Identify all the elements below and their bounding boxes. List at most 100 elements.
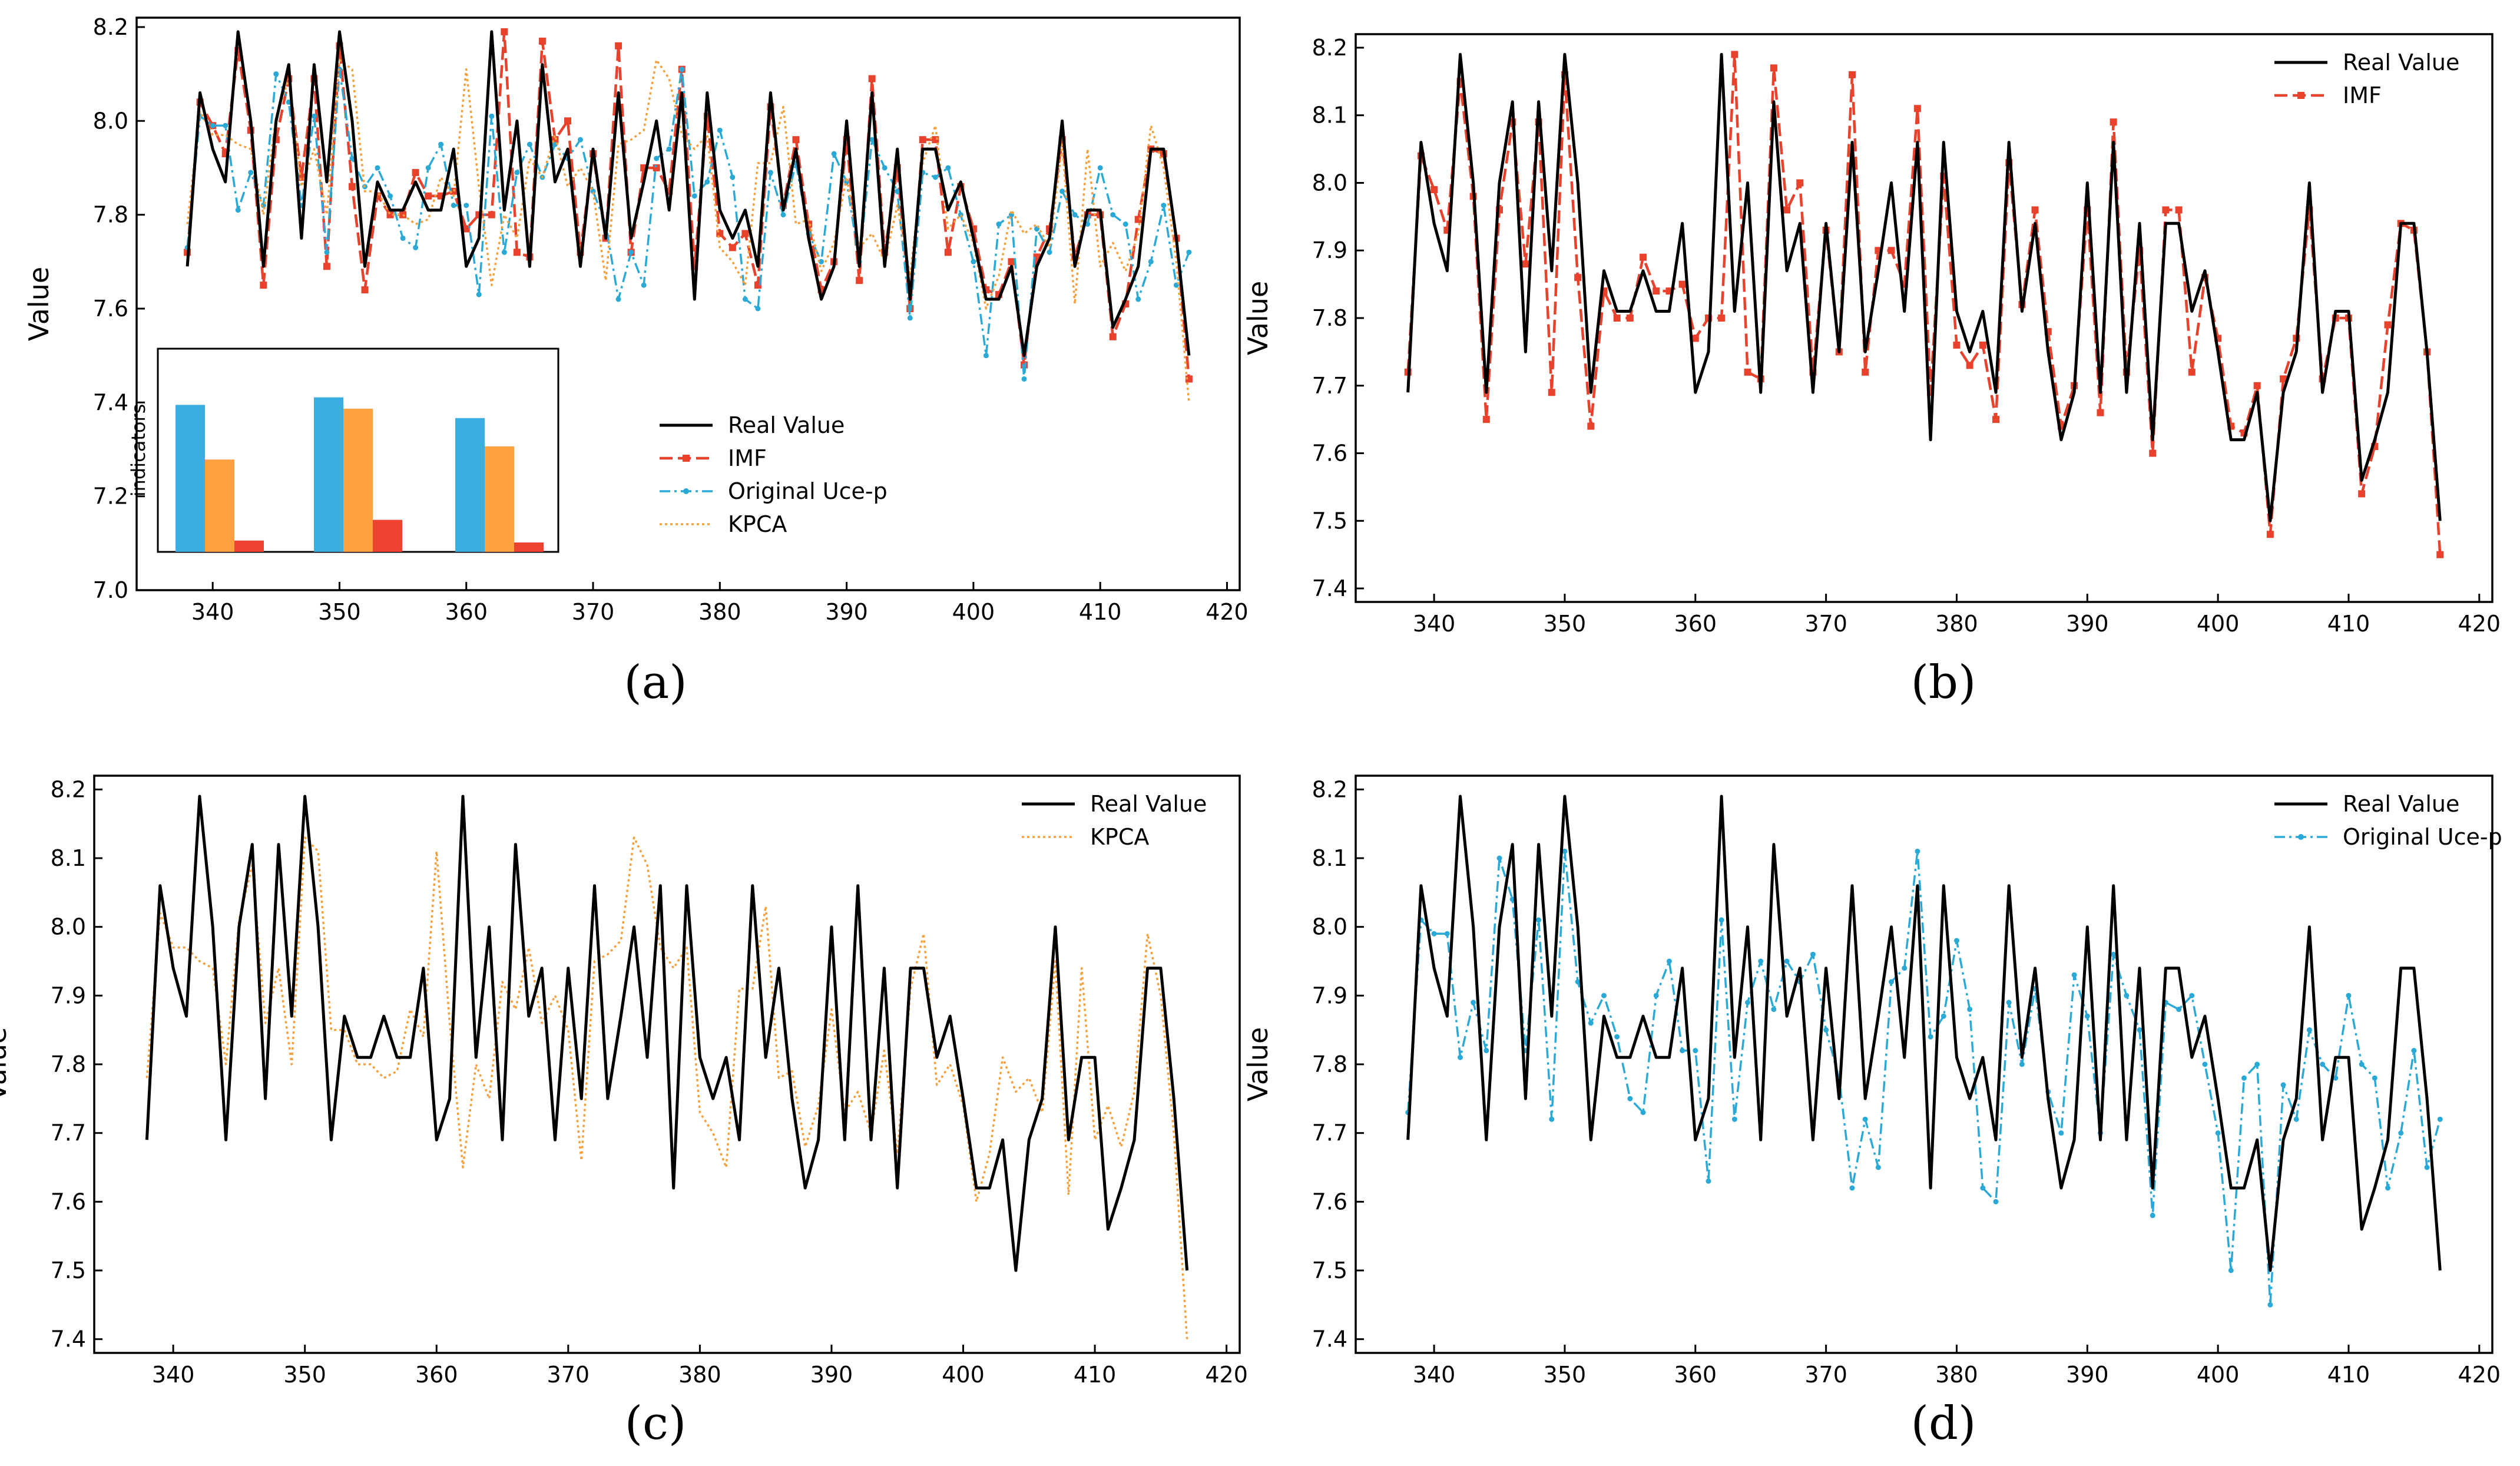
data-point-imf	[297, 173, 305, 181]
panel-b: 340 350 360 370 380 390 400 410 420 7.4 7.5 7.6 7.7 7…	[1242, 33, 2501, 709]
x-tick-label: 340	[152, 1362, 195, 1388]
data-point-uce	[438, 141, 444, 147]
data-point-uce	[1693, 1048, 1698, 1054]
series-line-uce	[186, 68, 1190, 380]
data-point-imf	[513, 249, 521, 256]
legend-marker-imf	[2297, 92, 2304, 99]
inset-bar	[314, 397, 343, 552]
series-line-kpca	[145, 836, 1188, 1339]
data-point-uce	[907, 315, 913, 321]
data-point-uce	[1875, 1164, 1881, 1170]
data-point-uce	[476, 292, 482, 297]
data-point-uce	[654, 155, 660, 161]
legend-label-uce: Original Uce-p	[2343, 824, 2502, 850]
y-tick-label: 7.9	[1312, 237, 1347, 263]
data-point-imf	[1862, 368, 1869, 376]
data-point-uce	[895, 188, 900, 194]
data-point-imf	[1430, 186, 1438, 193]
data-point-uce	[1110, 212, 1116, 218]
x-tick-label: 420	[1206, 599, 1249, 625]
y-tick-label: 7.5	[1312, 508, 1347, 534]
x-tick-label: 340	[191, 599, 234, 625]
data-point-imf	[1653, 287, 1660, 295]
data-point-imf	[1731, 51, 1738, 58]
data-point-uce	[501, 249, 507, 255]
data-point-uce	[2124, 992, 2130, 998]
data-point-uce	[1471, 1000, 1476, 1005]
y-tick-label: 7.6	[1312, 441, 1347, 466]
data-point-imf	[488, 211, 495, 219]
data-point-uce	[2359, 1061, 2365, 1067]
data-point-uce	[1731, 1116, 1737, 1122]
data-point-uce	[1953, 938, 1959, 944]
series-line-real	[1406, 795, 2442, 1272]
x-tick-label: 360	[415, 1362, 458, 1388]
data-point-uce	[1758, 958, 1764, 964]
data-point-imf	[1848, 71, 1856, 78]
legend-label-real: Real Value	[2343, 791, 2459, 817]
data-point-uce	[1444, 931, 1450, 936]
inset-bar	[205, 459, 234, 552]
data-point-imf	[2384, 321, 2392, 329]
data-point-uce	[1483, 1048, 1489, 1054]
x-tick-label: 400	[942, 1362, 985, 1388]
data-point-imf	[1992, 416, 2000, 423]
data-point-uce	[1457, 1054, 1463, 1060]
data-point-uce	[2411, 1048, 2417, 1054]
data-point-uce	[2267, 1302, 2273, 1308]
panel-a: 340 350 360 370 380 390 400 410 420 7.0 7.2 7.4 7.6 7…	[23, 14, 1249, 709]
data-point-imf	[260, 282, 267, 289]
data-point-imf	[2358, 490, 2366, 498]
x-tick-label: 400	[2197, 1362, 2240, 1388]
data-point-uce	[767, 170, 773, 176]
data-point-uce	[1085, 221, 1091, 227]
data-point-imf	[2280, 375, 2287, 383]
inset-chart: indicators	[127, 348, 559, 553]
data-point-uce	[2254, 1061, 2260, 1067]
data-point-imf	[1979, 341, 1986, 349]
legend-label-uce: Original Uce-p	[728, 478, 888, 504]
data-point-uce	[780, 212, 786, 218]
data-point-uce	[945, 165, 951, 171]
data-point-uce	[489, 113, 495, 119]
data-point-uce	[273, 71, 279, 77]
data-point-uce	[463, 203, 469, 209]
data-point-uce	[1928, 1034, 1933, 1040]
data-point-uce	[641, 282, 647, 288]
legend: Real Value KPCA	[1022, 791, 1207, 850]
legend-label-kpca: KPCA	[728, 511, 787, 537]
data-point-uce	[210, 123, 216, 128]
data-point-imf	[2188, 368, 2196, 376]
data-point-uce	[1993, 1199, 1999, 1204]
data-point-uce	[1072, 212, 1078, 218]
data-point-uce	[2058, 1130, 2064, 1136]
data-point-uce	[2346, 992, 2352, 998]
data-point-uce	[2424, 1164, 2430, 1170]
data-point-imf	[501, 28, 508, 35]
data-point-uce	[679, 67, 685, 72]
data-point-uce	[451, 203, 456, 209]
data-point-imf	[932, 136, 939, 144]
data-point-imf	[2031, 206, 2039, 214]
y-tick-label: 8.0	[51, 914, 86, 940]
data-point-uce	[628, 249, 634, 255]
data-point-imf	[1953, 341, 1961, 349]
legend-marker-uce	[683, 488, 689, 494]
data-point-uce	[1562, 848, 1568, 854]
data-point-uce	[1718, 917, 1724, 923]
y-axis-label: Value	[1242, 281, 1274, 355]
plot-frame	[1355, 33, 2493, 603]
data-point-uce	[1588, 1020, 1594, 1026]
data-point-uce	[235, 207, 241, 213]
plot-area	[184, 28, 1193, 403]
data-point-uce	[2215, 1130, 2221, 1136]
data-point-imf	[2097, 409, 2104, 416]
data-point-imf	[361, 286, 369, 294]
data-point-imf	[1482, 416, 1490, 423]
legend: Real Value Original Uce-p	[2274, 791, 2502, 850]
x-tick-label: 370	[572, 599, 615, 625]
data-point-uce	[1666, 958, 1672, 964]
data-point-imf	[538, 37, 546, 45]
data-point-uce	[996, 221, 1002, 227]
y-tick-label: 8.2	[93, 14, 128, 40]
